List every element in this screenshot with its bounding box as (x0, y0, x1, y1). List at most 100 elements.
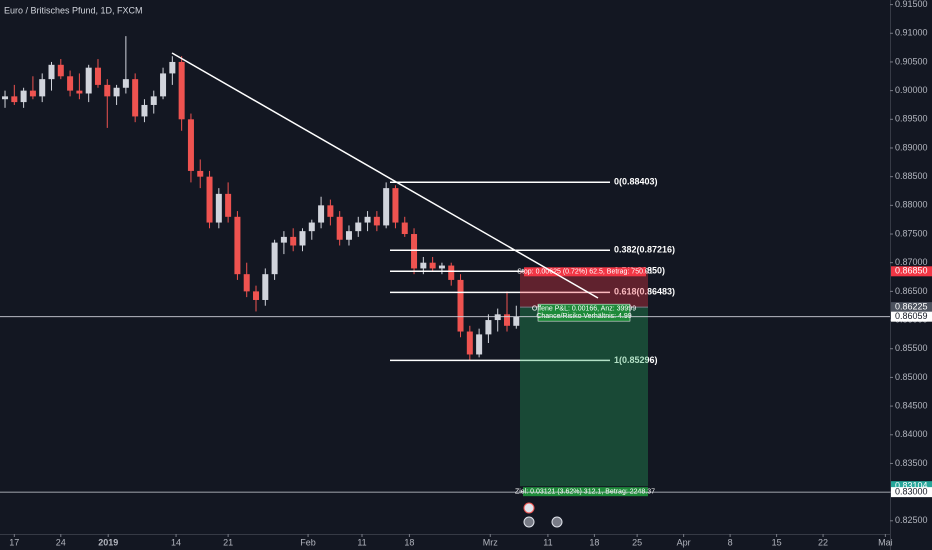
target-label-bg (523, 487, 648, 497)
candle-body (150, 96, 157, 105)
y-tick-label: 0.89500 (895, 114, 928, 124)
fib-label: 0(0.88403) (614, 177, 658, 187)
candle-body (373, 216, 380, 226)
y-tick-label: 0.91000 (895, 28, 928, 38)
candle-body (122, 79, 129, 88)
y-tick-label: 0.83500 (895, 458, 928, 468)
candle-body (280, 236, 287, 243)
price-label: 0.83000 (895, 487, 928, 497)
y-tick-label: 0.88500 (895, 171, 928, 181)
trend-line (171, 52, 599, 299)
x-tick-label: 21 (223, 537, 233, 547)
candle-body (132, 79, 139, 117)
candle-body (57, 64, 64, 77)
price-label-bg (891, 487, 932, 498)
chart-title: Euro / Britisches Pfund, 1D, FXCM (4, 5, 143, 15)
candle-body (420, 262, 427, 269)
candle-body (429, 262, 436, 269)
candle-body (48, 64, 55, 80)
y-tick-label: 0.89000 (895, 142, 928, 152)
y-tick-label: 0.90000 (895, 85, 928, 95)
candle-body (299, 231, 306, 246)
x-tick-label: 8 (728, 537, 733, 547)
candle-body (178, 61, 185, 120)
candle-body (513, 316, 520, 326)
x-tick-label: 25 (632, 537, 642, 547)
event-icon (523, 516, 535, 528)
candle-body (76, 90, 83, 94)
event-icon (523, 502, 535, 514)
candle-body (438, 265, 445, 269)
y-tick-label: 0.85000 (895, 372, 928, 382)
x-tick-label: 11 (357, 537, 366, 547)
candle-body (225, 193, 232, 217)
candle-body (20, 90, 27, 103)
x-tick-label: 18 (589, 537, 599, 547)
target-zone (520, 307, 648, 487)
y-tick-label: 0.90500 (895, 56, 928, 66)
candle-body (457, 279, 464, 332)
candle-body (67, 76, 74, 91)
candle-body (215, 193, 222, 223)
y-tick-label: 0.91500 (895, 0, 928, 9)
y-tick-label: 0.82500 (895, 515, 928, 525)
candle-body (485, 320, 492, 335)
x-tick-label: 14 (171, 537, 181, 547)
candle-body (401, 222, 408, 235)
candle-body (197, 170, 204, 177)
y-tick-label: 0.88000 (895, 200, 928, 210)
candle-body (476, 334, 483, 355)
candle-body (85, 67, 92, 94)
candle-body (392, 188, 399, 223)
x-tick-label: 15 (772, 537, 782, 547)
y-tick-label: 0.84500 (895, 400, 928, 410)
candle-body (364, 216, 371, 223)
candle-body (504, 314, 511, 326)
event-icon (551, 516, 563, 528)
candle-body (383, 188, 390, 226)
candle-body (160, 73, 167, 97)
candle-body (243, 274, 250, 292)
candle-body (318, 205, 325, 223)
candle-body (494, 314, 501, 321)
candle-body (11, 96, 18, 103)
candle-body (448, 265, 455, 280)
stop-label-bg (524, 267, 646, 277)
candle-body (141, 104, 148, 117)
candle-body (187, 119, 194, 171)
candle-body (290, 236, 297, 246)
candle-body (2, 96, 9, 100)
price-label-bg (891, 302, 932, 313)
candle-body (466, 331, 473, 355)
candle-body (234, 216, 241, 275)
price-label: 0.86850 (895, 266, 928, 276)
candle-body (206, 176, 213, 223)
fib-label: 1(0.85296) (614, 355, 658, 365)
candle-body (39, 79, 46, 97)
x-tick-label: Apr (677, 537, 691, 547)
candle-body (327, 205, 334, 217)
y-tick-label: 0.86500 (895, 286, 928, 296)
candle-body (29, 90, 36, 97)
x-tick-label: 11 (543, 537, 552, 547)
y-tick-label: 0.84000 (895, 429, 928, 439)
candle-body (253, 291, 260, 300)
x-tick-label: Mai (878, 537, 893, 547)
candle-body (262, 274, 269, 300)
x-tick-label: Mrz (483, 537, 498, 547)
price-label-bg (891, 266, 932, 277)
candle-body (308, 222, 315, 232)
x-tick-label: Feb (300, 537, 316, 547)
candle-body (345, 231, 352, 240)
fib-label: 0.382(0.87216) (614, 245, 675, 255)
candle-body (355, 222, 362, 232)
candle-body (169, 61, 176, 74)
price-label: 0.83104 (895, 481, 928, 491)
candle-body (104, 84, 111, 97)
candle-body (271, 242, 278, 275)
y-tick-label: 0.87000 (895, 257, 928, 267)
pnl-label: Offene P&L: 0.00166, Anz: 39999 (532, 305, 636, 312)
